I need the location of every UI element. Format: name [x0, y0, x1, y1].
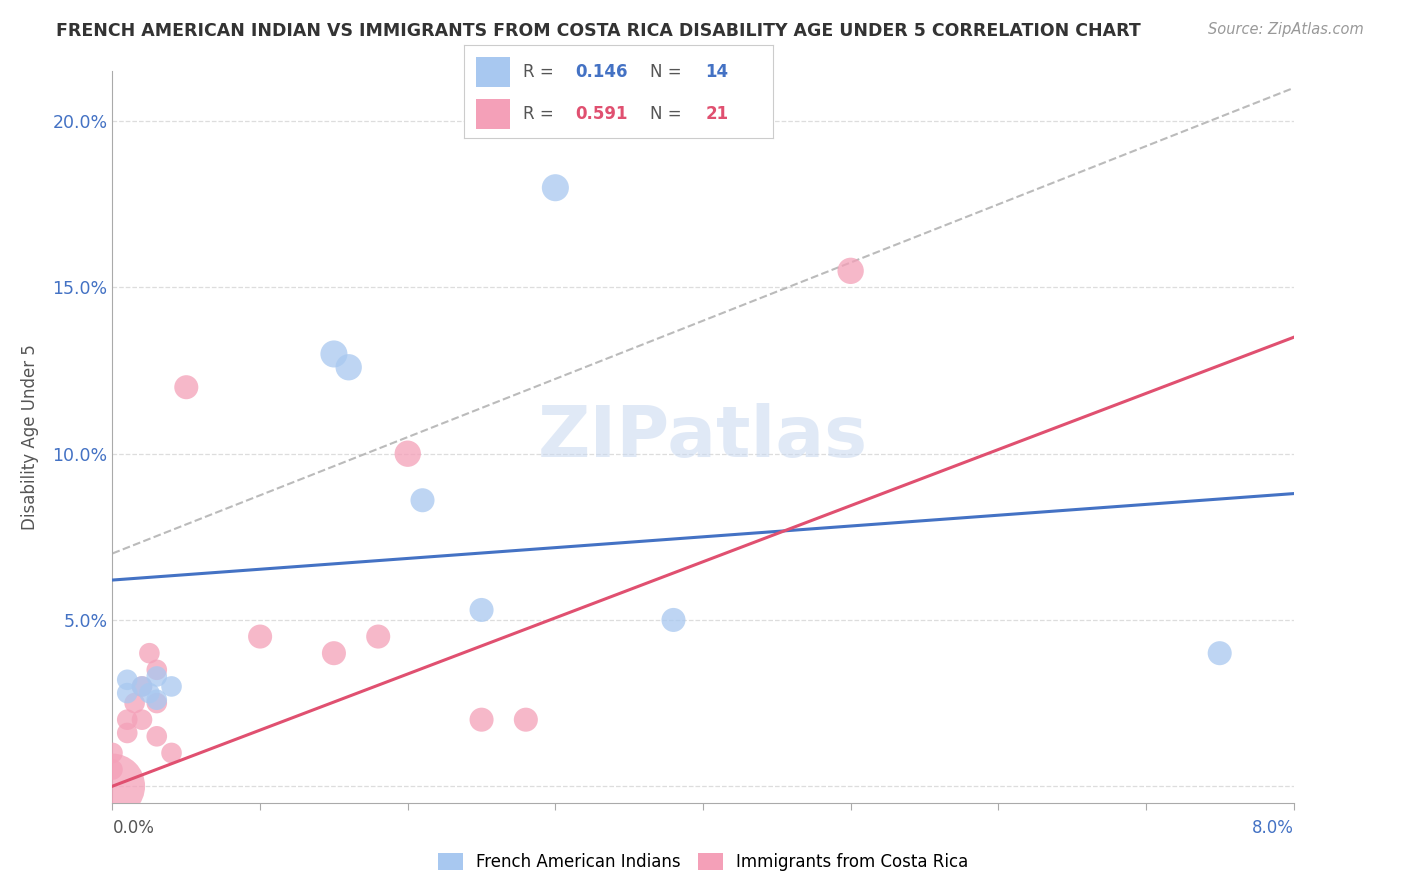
Point — [117, 673, 138, 687]
Point — [544, 180, 567, 194]
Point — [101, 746, 124, 760]
Point — [138, 646, 160, 660]
Point — [146, 692, 169, 706]
Point — [117, 713, 138, 727]
Point — [131, 713, 153, 727]
Point — [146, 729, 169, 743]
Point — [101, 779, 124, 793]
Point — [662, 613, 685, 627]
Text: 0.146: 0.146 — [575, 62, 628, 81]
Text: 14: 14 — [706, 62, 728, 81]
Point — [146, 696, 169, 710]
Point — [138, 686, 160, 700]
Point — [160, 746, 183, 760]
Point — [117, 686, 138, 700]
Point — [515, 713, 537, 727]
Text: ZIPatlas: ZIPatlas — [538, 402, 868, 472]
Point — [146, 669, 169, 683]
Text: 0.0%: 0.0% — [112, 820, 155, 838]
Y-axis label: Disability Age Under 5: Disability Age Under 5 — [21, 344, 38, 530]
FancyBboxPatch shape — [477, 99, 510, 129]
Point — [323, 646, 346, 660]
Point — [323, 347, 346, 361]
FancyBboxPatch shape — [477, 57, 510, 87]
Text: 0.591: 0.591 — [575, 105, 628, 123]
Text: FRENCH AMERICAN INDIAN VS IMMIGRANTS FROM COSTA RICA DISABILITY AGE UNDER 5 CORR: FRENCH AMERICAN INDIAN VS IMMIGRANTS FRO… — [56, 22, 1142, 40]
Text: R =: R = — [523, 105, 558, 123]
Point — [471, 713, 494, 727]
Point — [1208, 646, 1232, 660]
Point — [117, 726, 138, 740]
Text: N =: N = — [650, 105, 686, 123]
Point — [131, 680, 153, 694]
Text: R =: R = — [523, 62, 558, 81]
Point — [124, 696, 146, 710]
Point — [146, 663, 169, 677]
Point — [249, 630, 271, 644]
Legend: French American Indians, Immigrants from Costa Rica: French American Indians, Immigrants from… — [430, 845, 976, 880]
Point — [131, 680, 153, 694]
Text: Source: ZipAtlas.com: Source: ZipAtlas.com — [1208, 22, 1364, 37]
Point — [174, 380, 197, 394]
Point — [101, 763, 124, 777]
Point — [412, 493, 434, 508]
Text: N =: N = — [650, 62, 686, 81]
Point — [367, 630, 389, 644]
Point — [396, 447, 419, 461]
Text: 8.0%: 8.0% — [1251, 820, 1294, 838]
Text: 21: 21 — [706, 105, 728, 123]
Point — [471, 603, 494, 617]
Point — [160, 680, 183, 694]
Point — [839, 264, 862, 278]
Point — [337, 360, 360, 375]
